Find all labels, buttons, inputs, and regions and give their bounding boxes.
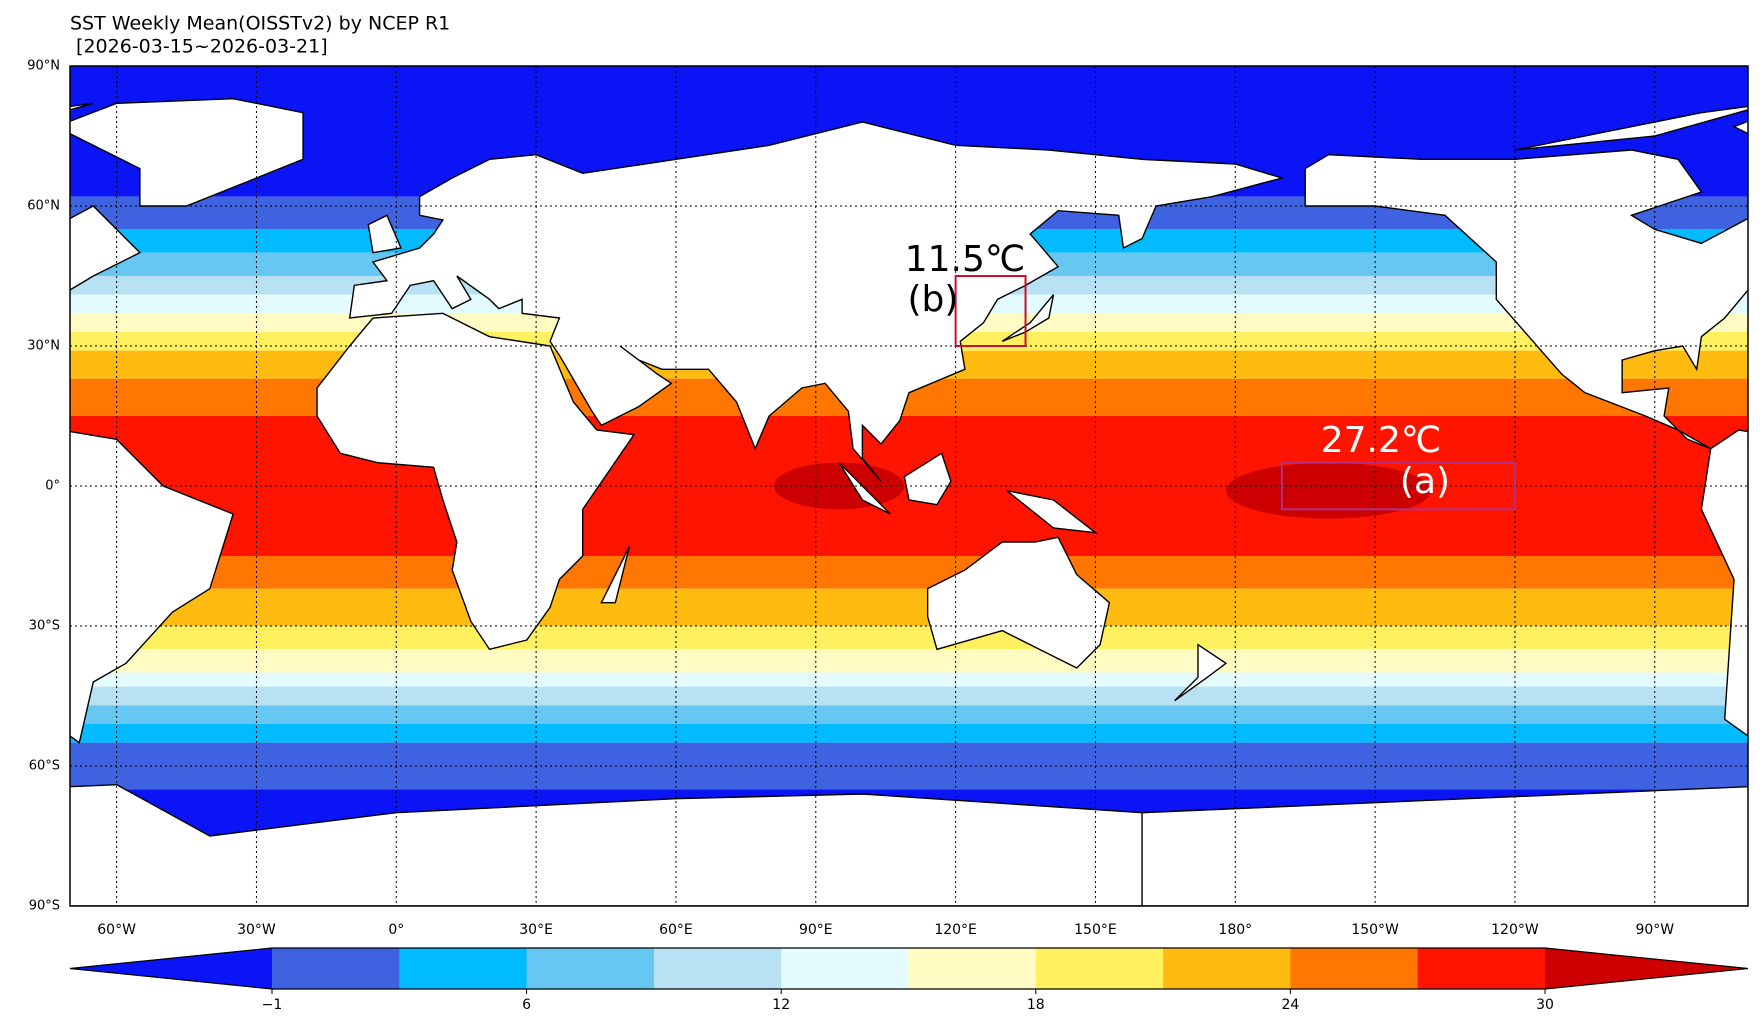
lon-tick-label: 60°W	[97, 922, 136, 938]
annotation-box	[954, 275, 1027, 347]
sst-band	[70, 742, 1748, 790]
annotation-label: (b)	[908, 279, 959, 320]
lat-tick-label: 60°S	[29, 759, 60, 774]
lat-tick-label: 0°	[45, 479, 60, 494]
land	[70, 102, 94, 111]
subtitle: [2026-03-15~2026-03-21]	[70, 36, 328, 58]
lat-tick-label: 90°S	[29, 899, 60, 914]
land	[1514, 105, 1748, 151]
lon-tick-label: 180°	[1218, 922, 1252, 938]
sst-band	[70, 588, 1748, 626]
colorbar-segment	[526, 948, 655, 989]
lon-tick-label: 120°W	[1491, 922, 1539, 938]
colorbar-segment	[1163, 948, 1291, 989]
sst-band	[70, 556, 1748, 589]
lon-tick-label: 150°E	[1074, 922, 1117, 938]
land	[926, 536, 1111, 669]
land	[70, 97, 304, 207]
land	[600, 546, 631, 604]
title: SST Weekly Mean(OISSTv2) by NCEP R1	[70, 13, 450, 35]
map	[70, 66, 1748, 906]
lon-tick-label: 60°E	[659, 922, 693, 938]
land	[838, 462, 891, 515]
annotation-value: 27.2℃	[1321, 420, 1442, 461]
colorbar-segment	[653, 948, 782, 989]
colorbar-tick-label: 24	[1281, 997, 1299, 1013]
sst-band	[70, 705, 1748, 724]
land	[1732, 120, 1748, 135]
sst-band	[70, 626, 1748, 650]
colorbar-segment	[399, 948, 528, 989]
lat-tick-label: 30°N	[27, 339, 60, 354]
colorbar-extend-max	[1545, 948, 1748, 989]
land	[903, 452, 952, 506]
sst-band	[70, 672, 1748, 687]
annotation-value: 11.5℃	[905, 239, 1026, 280]
annotation-box	[1280, 461, 1516, 511]
land	[1141, 785, 1748, 906]
warm-pool	[1225, 462, 1432, 519]
colorbar-extend-min	[70, 948, 272, 989]
land	[1700, 429, 1748, 737]
land	[367, 214, 402, 254]
lon-tick-label: 30°E	[519, 922, 553, 938]
colorbar-segment	[781, 948, 909, 989]
colorbar-segment	[1417, 948, 1546, 989]
land	[70, 430, 234, 744]
lon-tick-label: 90°W	[1635, 922, 1674, 938]
colorbar-tick-label: −1	[262, 997, 283, 1013]
lon-tick-label: 0°	[388, 922, 404, 938]
land	[1174, 643, 1228, 702]
colorbar-segment	[908, 948, 1037, 989]
land	[70, 205, 142, 292]
lon-tick-label: 90°E	[799, 922, 833, 938]
warm-pool	[773, 462, 905, 510]
colorbar-tick-label: 30	[1536, 997, 1554, 1013]
sst-band	[70, 686, 1748, 706]
colorbar-segment	[1290, 948, 1419, 989]
colorbar-tick-label: 12	[772, 997, 790, 1013]
colorbar-tick-label: 18	[1027, 997, 1045, 1013]
colorbar-segment	[1035, 948, 1164, 989]
annotation-label: (a)	[1400, 461, 1450, 502]
sst-band	[70, 724, 1748, 743]
colorbar: −1 6 12 18 24 30	[69, 947, 1749, 1013]
lat-tick-label: 30°S	[29, 619, 60, 634]
map-frame	[69, 65, 1749, 907]
colorbar-segment	[272, 948, 400, 989]
lat-tick-label: 90°N	[27, 59, 60, 74]
colorbar-tick-label: 6	[522, 997, 531, 1013]
lon-tick-label: 30°W	[237, 922, 276, 938]
land	[1304, 149, 1748, 450]
lon-tick-label: 120°E	[934, 922, 977, 938]
lat-tick-label: 60°N	[27, 199, 60, 214]
sst-band	[70, 649, 1748, 673]
lon-tick-label: 150°W	[1351, 922, 1399, 938]
